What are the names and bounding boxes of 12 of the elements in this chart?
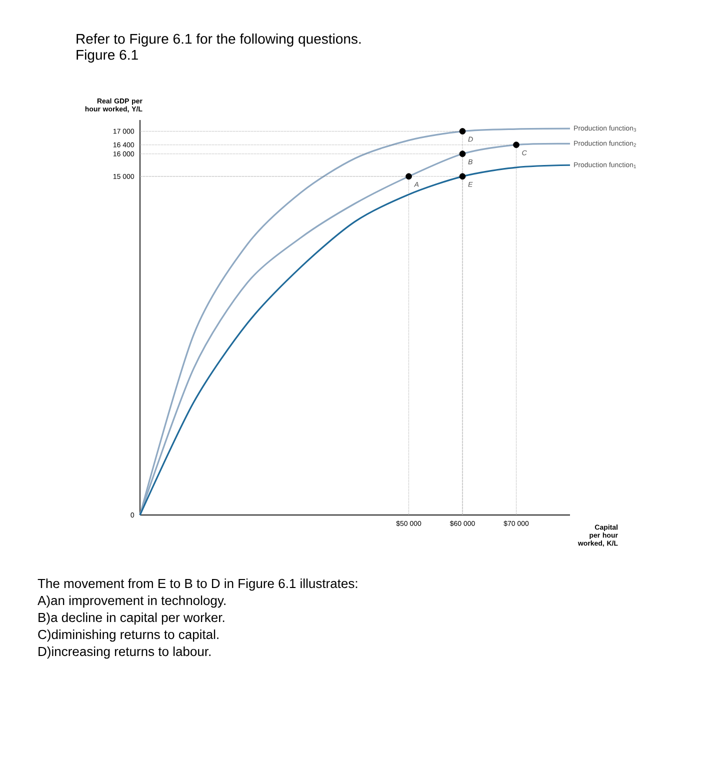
point: [406, 173, 412, 180]
text: C)diminishing returns to capital.: [38, 630, 218, 642]
chart-subtitle: Figure 6.1: [76, 50, 138, 63]
point: [459, 128, 466, 134]
text: D)increasing returns to labour.: [38, 646, 210, 659]
text: B)a decline in capital per worker.: [38, 612, 224, 625]
point: [459, 150, 466, 158]
text: The movement from E to B to D in Figure 6.1 illustrates:: [38, 578, 358, 591]
point: [459, 173, 466, 180]
chart-title: Refer to Figure 6.1 for the following questions.: [76, 34, 361, 47]
point: [513, 142, 520, 148]
text: A)an improvement in technology.: [38, 596, 226, 608]
